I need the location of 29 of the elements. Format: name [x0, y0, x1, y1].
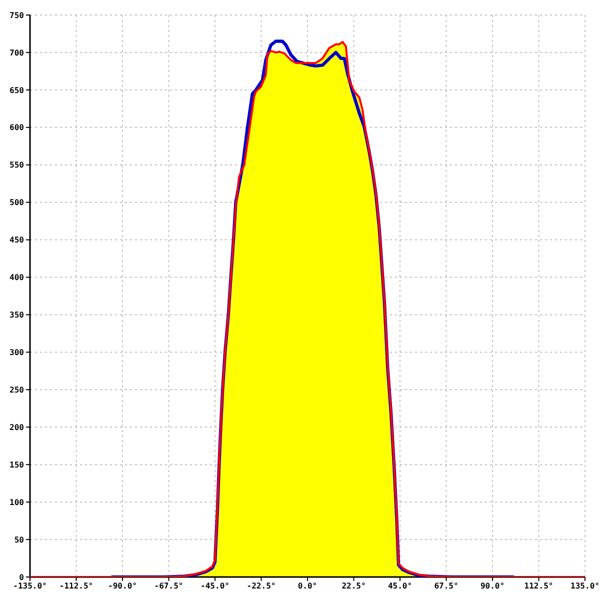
x-tick-label: -112.5° — [59, 582, 94, 591]
x-tick-label: 0.0° — [298, 582, 318, 591]
y-tick-label: 400 — [10, 273, 24, 282]
y-tick-label: 450 — [10, 236, 24, 245]
x-tick-label: -45.0° — [200, 582, 230, 591]
y-tick-label: 750 — [10, 10, 24, 20]
x-tick-label: -90.0° — [108, 582, 137, 591]
y-tick-label: 350 — [10, 310, 24, 320]
y-tick-label: 100 — [10, 498, 24, 507]
y-tick-label: 500 — [10, 198, 24, 208]
y-tick-label: 650 — [10, 86, 24, 95]
x-tick-label: 112.5° — [524, 582, 554, 591]
x-tick-label: 45.0° — [388, 582, 412, 591]
y-tick-label: 0 — [19, 572, 24, 582]
y-tick-label: 700 — [10, 48, 24, 58]
y-tick-label: 200 — [10, 422, 24, 432]
x-tick-label: 22.5° — [342, 582, 366, 591]
x-tick-label: -67.5° — [154, 582, 184, 591]
y-tick-label: 150 — [10, 460, 24, 470]
x-tick-label: -135.0° — [13, 582, 47, 591]
x-tick-label: -22.5° — [246, 582, 276, 591]
y-tick-label: 300 — [10, 348, 24, 358]
x-tick-label: 90.0° — [480, 582, 505, 591]
y-tick-label: 250 — [10, 386, 24, 395]
y-tick-label: 50 — [14, 535, 24, 544]
y-tick-label: 600 — [10, 123, 24, 132]
y-tick-label: 550 — [10, 160, 24, 170]
x-tick-label: 67.5° — [434, 582, 458, 591]
x-tick-label: 135.0° — [570, 582, 600, 591]
